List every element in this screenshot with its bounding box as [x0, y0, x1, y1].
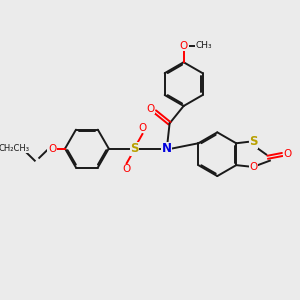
Text: N: N [162, 142, 172, 155]
Text: O: O [250, 161, 258, 172]
Text: O: O [48, 144, 56, 154]
Text: O: O [180, 41, 188, 51]
Text: CH₂CH₃: CH₂CH₃ [0, 143, 29, 152]
Text: S: S [249, 135, 258, 148]
Text: CH₃: CH₃ [196, 41, 212, 50]
Text: O: O [146, 104, 154, 114]
Text: S: S [130, 142, 139, 155]
Text: O: O [138, 123, 146, 133]
Text: O: O [123, 164, 131, 174]
Text: O: O [283, 149, 291, 160]
